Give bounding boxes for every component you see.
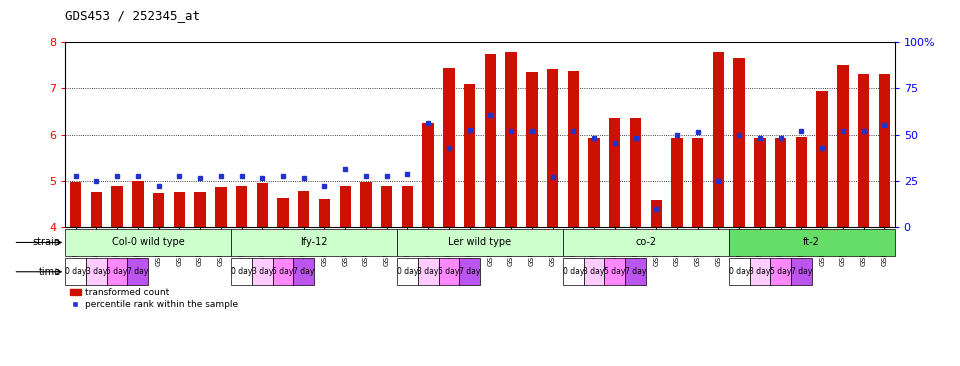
- Bar: [505, 52, 516, 227]
- Bar: [526, 72, 538, 227]
- Bar: [692, 138, 704, 227]
- Text: 3 day: 3 day: [749, 267, 771, 276]
- Text: ft-2: ft-2: [804, 238, 820, 247]
- Bar: [153, 193, 164, 227]
- Bar: [750, 258, 770, 285]
- Text: time: time: [38, 267, 60, 277]
- Text: 3 day: 3 day: [85, 267, 108, 276]
- Bar: [65, 229, 231, 256]
- Bar: [796, 137, 807, 227]
- Bar: [547, 69, 559, 227]
- Bar: [584, 258, 605, 285]
- Bar: [609, 118, 620, 227]
- Text: 7 day: 7 day: [459, 267, 480, 276]
- Text: 0 day: 0 day: [396, 267, 419, 276]
- Bar: [630, 118, 641, 227]
- Text: 5 day: 5 day: [438, 267, 460, 276]
- Bar: [878, 74, 890, 227]
- Bar: [563, 258, 584, 285]
- Text: Col-0 wild type: Col-0 wild type: [112, 238, 184, 247]
- Bar: [277, 198, 289, 227]
- Bar: [381, 186, 393, 227]
- Text: 5 day: 5 day: [273, 267, 294, 276]
- Bar: [70, 182, 82, 227]
- Bar: [729, 258, 750, 285]
- Bar: [671, 138, 683, 227]
- Text: 0 day: 0 day: [230, 267, 252, 276]
- Bar: [588, 138, 600, 227]
- Text: 7 day: 7 day: [127, 267, 149, 276]
- Bar: [194, 192, 205, 227]
- Text: GDS453 / 252345_at: GDS453 / 252345_at: [65, 9, 201, 22]
- Bar: [90, 192, 102, 227]
- Bar: [319, 199, 330, 227]
- Bar: [132, 181, 144, 227]
- Text: co-2: co-2: [636, 238, 657, 247]
- Bar: [837, 65, 849, 227]
- Bar: [215, 187, 227, 227]
- Bar: [791, 258, 812, 285]
- Legend: transformed count, percentile rank within the sample: transformed count, percentile rank withi…: [70, 288, 238, 309]
- Bar: [816, 91, 828, 227]
- Bar: [485, 54, 496, 227]
- Bar: [294, 258, 314, 285]
- Bar: [256, 183, 268, 227]
- Text: 5 day: 5 day: [107, 267, 128, 276]
- Text: 5 day: 5 day: [604, 267, 626, 276]
- Bar: [401, 186, 413, 227]
- Bar: [459, 258, 480, 285]
- Bar: [712, 52, 724, 227]
- Bar: [755, 138, 766, 227]
- Text: 3 day: 3 day: [584, 267, 605, 276]
- Bar: [231, 258, 252, 285]
- Bar: [770, 258, 791, 285]
- Bar: [174, 192, 185, 227]
- Bar: [65, 258, 86, 285]
- Bar: [360, 182, 372, 227]
- Bar: [236, 186, 248, 227]
- Bar: [563, 229, 729, 256]
- Text: strain: strain: [33, 238, 60, 247]
- Bar: [605, 258, 625, 285]
- Bar: [397, 258, 418, 285]
- Bar: [439, 258, 459, 285]
- Bar: [444, 67, 455, 227]
- Bar: [567, 71, 579, 227]
- Bar: [651, 200, 662, 227]
- Text: 7 day: 7 day: [293, 267, 315, 276]
- Bar: [733, 58, 745, 227]
- Text: 3 day: 3 day: [418, 267, 439, 276]
- Text: 7 day: 7 day: [625, 267, 646, 276]
- Bar: [858, 74, 870, 227]
- Bar: [729, 229, 895, 256]
- Text: lfy-12: lfy-12: [300, 238, 328, 247]
- Bar: [775, 138, 786, 227]
- Text: 7 day: 7 day: [791, 267, 812, 276]
- Text: 3 day: 3 day: [252, 267, 273, 276]
- Bar: [625, 258, 646, 285]
- Bar: [252, 258, 273, 285]
- Text: 0 day: 0 day: [563, 267, 584, 276]
- Bar: [418, 258, 439, 285]
- Bar: [464, 84, 475, 227]
- Bar: [340, 186, 351, 227]
- Bar: [231, 229, 397, 256]
- Text: 0 day: 0 day: [65, 267, 86, 276]
- Bar: [273, 258, 294, 285]
- Bar: [86, 258, 107, 285]
- Bar: [422, 123, 434, 227]
- Text: 0 day: 0 day: [729, 267, 750, 276]
- Bar: [128, 258, 148, 285]
- Bar: [111, 186, 123, 227]
- Bar: [298, 191, 309, 227]
- Text: 5 day: 5 day: [770, 267, 791, 276]
- Text: Ler wild type: Ler wild type: [448, 238, 512, 247]
- Bar: [107, 258, 128, 285]
- Bar: [397, 229, 563, 256]
